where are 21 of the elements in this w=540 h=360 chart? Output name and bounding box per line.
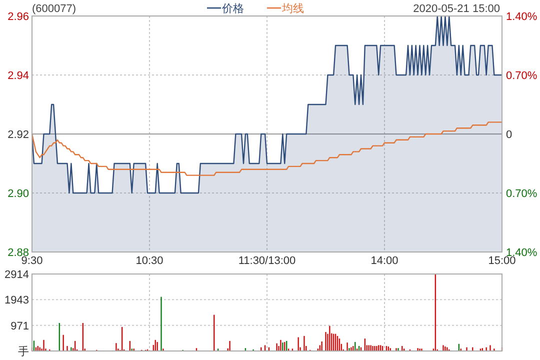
chart-title: (600077) — [32, 3, 76, 15]
y-tick-label: 1943 — [4, 294, 29, 307]
y-tick-label: 手 — [18, 345, 29, 358]
y-tick-label: 2914 — [4, 269, 29, 281]
y-tick-label: 971 — [10, 320, 29, 332]
x-tick-label: 15:00 — [488, 255, 516, 267]
x-tick-label: 10:30 — [136, 255, 164, 267]
y2-tick-label: 0.70% — [506, 70, 538, 82]
x-tick-label: 14:00 — [370, 255, 398, 267]
y2-tick-label: 0.70% — [506, 188, 538, 200]
y-tick-label: 2.94 — [8, 70, 29, 82]
y-tick-label: 2.96 — [8, 11, 29, 23]
legend-label: 均线 — [281, 2, 304, 15]
y2-tick-label: 1.40% — [506, 11, 538, 23]
text: 2020-05-21 15:00 — [413, 3, 500, 15]
legend-label: 价格 — [221, 3, 244, 15]
y2-tick-label: 0 — [506, 129, 512, 141]
y-tick-label: 2.90 — [8, 188, 29, 200]
y-tick-label: 2.92 — [8, 129, 29, 141]
x-tick-label: 11:30/13:00 — [238, 255, 296, 267]
x-tick-label: 9:30 — [21, 255, 43, 267]
